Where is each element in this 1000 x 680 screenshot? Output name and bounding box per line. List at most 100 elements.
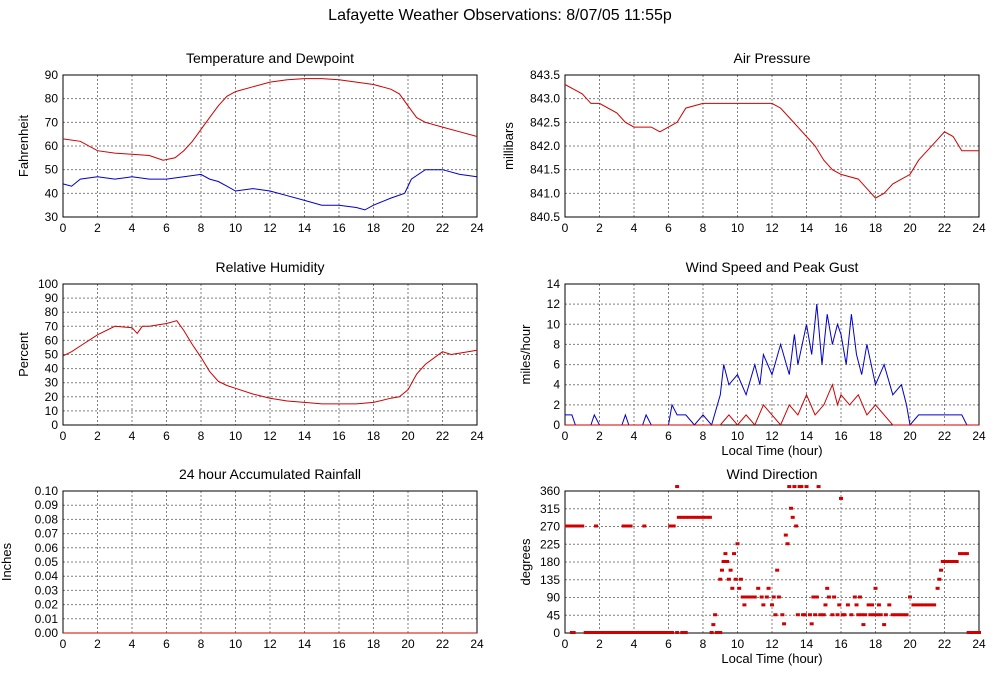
data-point	[783, 533, 788, 537]
y-tick-label: 8	[553, 337, 560, 351]
data-point	[940, 560, 945, 563]
data-point	[680, 631, 685, 634]
y-axis-label: degrees	[518, 538, 533, 585]
data-point	[782, 622, 787, 626]
x-tick-label: 8	[700, 429, 707, 443]
y-tick-label: 0.03	[35, 583, 59, 597]
y-tick-label: 10	[547, 317, 561, 331]
data-point	[583, 631, 588, 634]
x-tick-label: 12	[765, 637, 779, 651]
y-tick-label: 90	[547, 591, 561, 605]
x-tick-label: 20	[903, 637, 917, 651]
data-point	[904, 613, 909, 617]
data-point	[713, 613, 718, 617]
y-tick-label: 90	[45, 68, 59, 82]
data-point	[816, 485, 821, 489]
data-point	[823, 603, 828, 607]
x-tick-label: 6	[163, 637, 170, 651]
y-tick-label: 0.01	[35, 612, 59, 626]
data-point	[821, 613, 826, 617]
data-point	[687, 515, 692, 519]
x-tick-label: 2	[94, 221, 101, 235]
x-tick-label: 2	[94, 637, 101, 651]
data-point	[799, 485, 804, 489]
y-tick-label: 360	[540, 484, 560, 498]
y-tick-label: 6	[553, 358, 560, 372]
x-tick-label: 22	[938, 429, 952, 443]
x-tick-label: 22	[436, 637, 450, 651]
data-point	[863, 613, 868, 617]
y-axis-label: miles/hour	[518, 324, 533, 385]
x-tick-label: 16	[332, 221, 346, 235]
data-point	[857, 595, 862, 599]
x-tick-label: 2	[596, 221, 603, 235]
x-tick-label: 6	[163, 429, 170, 443]
x-tick-label: 12	[765, 429, 779, 443]
data-point	[775, 568, 780, 572]
x-tick-label: 20	[401, 637, 415, 651]
x-tick-label: 10	[229, 221, 243, 235]
data-point	[714, 631, 719, 634]
y-tick-label: 90	[45, 291, 59, 305]
chart-title: Air Pressure	[733, 50, 810, 66]
x-tick-label: 16	[332, 637, 346, 651]
x-tick-label: 18	[367, 429, 381, 443]
data-point	[663, 631, 668, 634]
y-tick-label: 841.0	[530, 186, 560, 200]
x-tick-label: 18	[367, 221, 381, 235]
x-tick-label: 24	[470, 637, 484, 651]
y-tick-label: 12	[547, 297, 561, 311]
data-point	[594, 524, 599, 528]
y-tick-label: 840.5	[530, 210, 560, 224]
y-tick-label: 2	[553, 398, 560, 412]
x-tick-label: 20	[903, 429, 917, 443]
y-tick-label: 60	[45, 139, 59, 153]
x-tick-label: 8	[700, 637, 707, 651]
y-tick-label: 30	[45, 376, 59, 390]
y-tick-label: 100	[38, 277, 58, 291]
data-point	[697, 515, 702, 519]
data-point	[788, 506, 793, 510]
x-tick-label: 12	[263, 429, 277, 443]
data-point	[780, 613, 785, 617]
data-point	[845, 603, 850, 607]
x-tick-label: 0	[562, 221, 569, 235]
y-axis-label: Inches	[0, 542, 14, 581]
data-point	[887, 603, 892, 607]
data-point	[837, 603, 842, 607]
data-point	[773, 613, 778, 617]
y-tick-label: 842.5	[530, 115, 560, 129]
data-point	[901, 613, 906, 617]
data-point	[725, 560, 730, 563]
data-point	[597, 631, 602, 634]
data-point	[568, 524, 573, 528]
x-tick-label: 10	[229, 429, 243, 443]
data-point	[645, 631, 650, 634]
x-tick-label: 24	[972, 221, 986, 235]
data-point	[752, 595, 757, 599]
data-point	[854, 603, 859, 607]
x-tick-label: 4	[631, 221, 638, 235]
data-point	[732, 552, 737, 556]
data-point	[614, 631, 619, 634]
x-tick-label: 24	[972, 429, 986, 443]
y-tick-label: 4	[553, 378, 560, 392]
data-point	[964, 552, 969, 556]
data-point	[897, 613, 902, 617]
x-tick-label: 8	[198, 429, 205, 443]
y-tick-label: 30	[45, 210, 59, 224]
data-point	[740, 595, 745, 599]
y-tick-label: 843.0	[530, 92, 560, 106]
y-tick-label: 80	[45, 92, 59, 106]
data-point	[871, 613, 876, 617]
y-tick-label: 20	[45, 390, 59, 404]
page-title: Lafayette Weather Observations: 8/07/05 …	[328, 7, 672, 24]
data-point	[611, 631, 616, 634]
data-point	[776, 595, 781, 599]
data-point	[761, 603, 766, 607]
data-point	[749, 595, 754, 599]
x-tick-label: 14	[298, 637, 312, 651]
plot-frame	[564, 283, 980, 426]
x-tick-label: 18	[869, 429, 883, 443]
